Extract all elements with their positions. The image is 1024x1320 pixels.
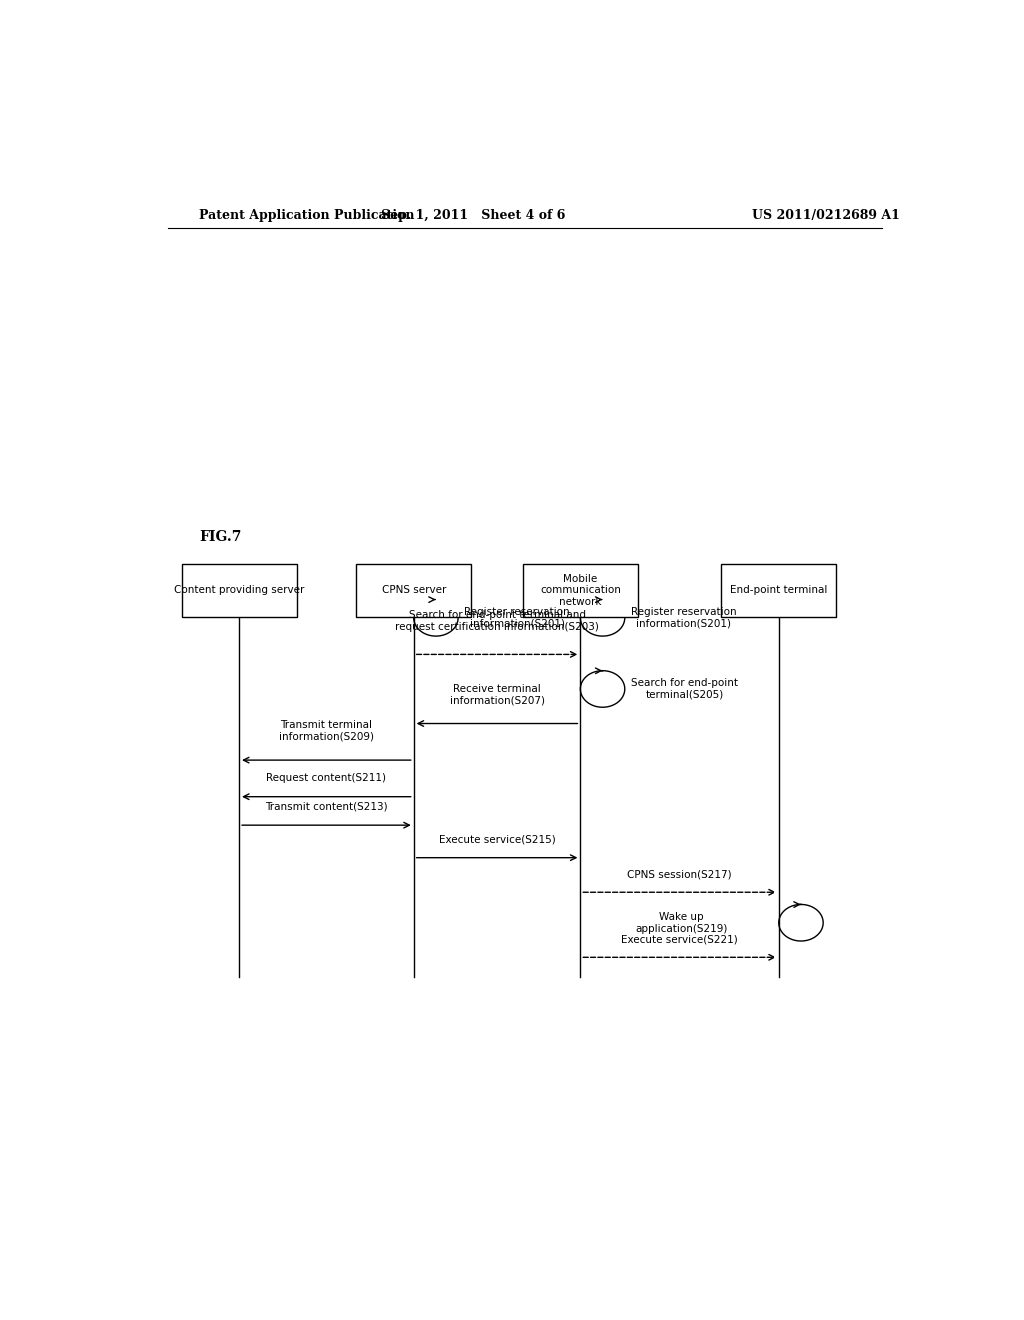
Text: Sep. 1, 2011   Sheet 4 of 6: Sep. 1, 2011 Sheet 4 of 6 — [381, 209, 565, 222]
Text: CPNS session(S217): CPNS session(S217) — [628, 869, 732, 879]
Text: Content providing server: Content providing server — [174, 585, 304, 595]
FancyBboxPatch shape — [523, 564, 638, 616]
Text: Execute service(S221): Execute service(S221) — [622, 935, 738, 944]
FancyBboxPatch shape — [356, 564, 471, 616]
Text: Receive terminal
information(S207): Receive terminal information(S207) — [450, 684, 545, 705]
Text: FIG.7: FIG.7 — [200, 529, 242, 544]
Text: Search for end-point
terminal(S205): Search for end-point terminal(S205) — [631, 678, 738, 700]
Text: US 2011/0212689 A1: US 2011/0212689 A1 — [753, 209, 900, 222]
Text: Request content(S211): Request content(S211) — [266, 774, 386, 784]
Text: Search for end-point terminal and
request certification information(S203): Search for end-point terminal and reques… — [395, 610, 599, 632]
FancyBboxPatch shape — [181, 564, 297, 616]
FancyBboxPatch shape — [721, 564, 837, 616]
Text: Transmit content(S213): Transmit content(S213) — [265, 803, 388, 812]
Text: Mobile
communication
network: Mobile communication network — [540, 574, 621, 607]
Text: Patent Application Publication: Patent Application Publication — [200, 209, 415, 222]
Text: CPNS server: CPNS server — [382, 585, 445, 595]
Text: Register reservation
information(S201): Register reservation information(S201) — [465, 607, 570, 628]
Text: Execute service(S215): Execute service(S215) — [438, 834, 555, 845]
Text: Transmit terminal
information(S209): Transmit terminal information(S209) — [279, 721, 374, 742]
Text: Register reservation
information(S201): Register reservation information(S201) — [631, 607, 736, 628]
Text: Wake up
application(S219): Wake up application(S219) — [636, 912, 728, 933]
Text: End-point terminal: End-point terminal — [730, 585, 827, 595]
